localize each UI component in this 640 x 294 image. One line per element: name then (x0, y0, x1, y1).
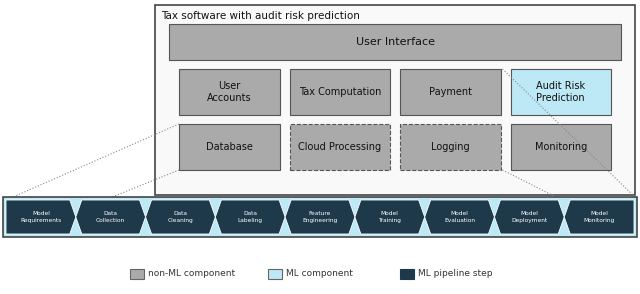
Text: Cloud Processing: Cloud Processing (298, 142, 381, 152)
Bar (400, 269, 414, 279)
Bar (511, 124, 611, 170)
Bar (155, 5, 635, 195)
Text: Model
Deployment: Model Deployment (511, 211, 547, 223)
Text: Payment: Payment (429, 87, 472, 97)
Text: Feature
Engineering: Feature Engineering (302, 211, 338, 223)
Text: Tax software with audit risk prediction: Tax software with audit risk prediction (161, 11, 360, 21)
Bar (289, 69, 390, 115)
Polygon shape (215, 200, 285, 234)
Text: Data
Cleaning: Data Cleaning (168, 211, 193, 223)
Text: Model
Requirements: Model Requirements (20, 211, 61, 223)
Text: Data
Collection: Data Collection (96, 211, 125, 223)
Polygon shape (425, 200, 495, 234)
Polygon shape (6, 200, 76, 234)
Bar (289, 124, 390, 170)
Text: Model
Evaluation: Model Evaluation (444, 211, 475, 223)
Text: Model
Monitoring: Model Monitoring (584, 211, 615, 223)
Bar (130, 269, 144, 279)
Bar (179, 69, 280, 115)
Polygon shape (564, 200, 634, 234)
Text: ML pipeline step: ML pipeline step (418, 270, 493, 278)
Bar (3, 197, 637, 237)
Polygon shape (355, 200, 425, 234)
Text: Monitoring: Monitoring (534, 142, 587, 152)
Text: Tax Computation: Tax Computation (299, 87, 381, 97)
Bar (511, 69, 611, 115)
Polygon shape (76, 200, 145, 234)
Bar (169, 24, 621, 60)
Text: non-ML component: non-ML component (148, 270, 235, 278)
Bar (400, 69, 500, 115)
Text: Model
Training: Model Training (378, 211, 401, 223)
Text: User Interface: User Interface (355, 37, 435, 47)
Text: Database: Database (206, 142, 253, 152)
Bar (268, 269, 282, 279)
Bar (400, 124, 500, 170)
Bar (179, 124, 280, 170)
Polygon shape (495, 200, 564, 234)
Text: User
Accounts: User Accounts (207, 81, 252, 103)
Polygon shape (285, 200, 355, 234)
Text: Data
Labeling: Data Labeling (237, 211, 263, 223)
Text: Audit Risk
Prediction: Audit Risk Prediction (536, 81, 586, 103)
Text: ML component: ML component (286, 270, 353, 278)
Polygon shape (145, 200, 215, 234)
Text: Logging: Logging (431, 142, 470, 152)
